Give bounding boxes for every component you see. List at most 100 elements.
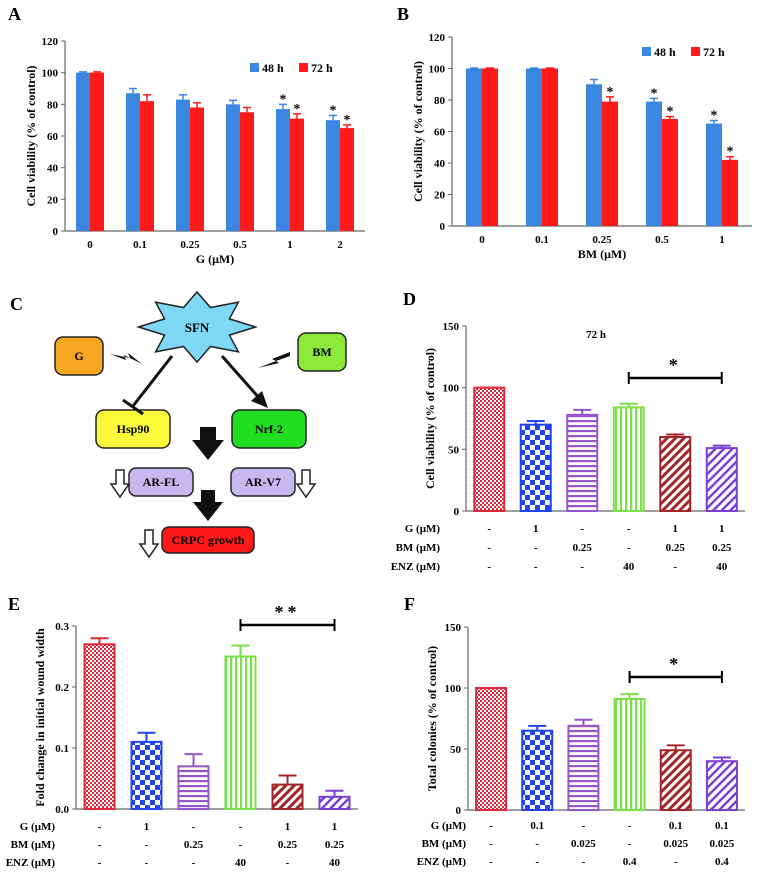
y-tick-label: 120 <box>42 36 59 48</box>
condition-value: - <box>627 542 631 554</box>
y-tick-label: 150 <box>443 321 460 333</box>
x-tick-label: 0.25 <box>592 234 612 246</box>
condition-value: 1 <box>719 523 725 535</box>
condition-value: - <box>192 857 196 869</box>
condition-label: G (μM) <box>431 820 467 832</box>
y-tick-label: 50 <box>450 744 462 756</box>
bar-3 <box>177 765 210 810</box>
x-tick-label: 1 <box>719 234 725 246</box>
bar-72h-0.5 <box>240 112 254 231</box>
condition-label: G (μM) <box>405 523 441 535</box>
y-axis-title: Cell viability (% of control) <box>423 348 437 489</box>
panel-f-chart: F 0 50 100 150 * Total colonies (% of control)… <box>404 594 745 868</box>
y-tick-label: 0 <box>454 506 460 518</box>
condition-value: - <box>628 820 632 832</box>
x-tick-label: 0.1 <box>535 234 549 246</box>
panel-label: B <box>397 4 409 24</box>
nrf2-node-box <box>231 409 307 449</box>
x-tick-label: 0 <box>87 239 93 251</box>
hsp90-node-label: Hsp90 <box>117 422 150 436</box>
hollow-down-arrow-icon <box>138 529 160 559</box>
down-arrow-icon <box>193 490 223 521</box>
bar-48h-1 <box>276 109 290 231</box>
y-tick-label: 40 <box>47 163 59 175</box>
arv7-node-label: AR-V7 <box>245 475 281 489</box>
condition-value: - <box>674 856 678 868</box>
bar-3 <box>567 724 600 812</box>
legend-label: 72 h <box>311 61 333 75</box>
bar-6 <box>318 795 351 810</box>
chart-title: 72 h <box>586 329 606 341</box>
condition-value: - <box>145 857 149 869</box>
bar-2 <box>521 729 554 812</box>
condition-value: - <box>628 838 632 850</box>
condition-value: 0.025 <box>663 838 688 850</box>
down-arrow-icon <box>192 427 224 460</box>
activate-line <box>220 355 263 401</box>
crpc-node-box <box>161 526 255 554</box>
condition-value: - <box>98 839 102 851</box>
y-tick-label: 0.3 <box>55 621 69 633</box>
condition-value: 0.25 <box>666 542 686 554</box>
y-tick-label: 60 <box>434 127 446 139</box>
condition-value: - <box>98 821 102 833</box>
condition-value: 0.1 <box>715 820 729 832</box>
panel-label: C <box>10 294 23 314</box>
condition-value: - <box>98 857 102 869</box>
y-tick-label: 80 <box>434 95 446 107</box>
significance-star: * <box>667 105 674 120</box>
bm-node-label: BM <box>312 345 331 359</box>
y-axis-title: Total colonies (% of control) <box>425 646 439 791</box>
condition-value: - <box>145 839 149 851</box>
condition-value: - <box>535 838 539 850</box>
bar-48h-0.25 <box>176 99 190 231</box>
bar-48h-0.1 <box>526 68 542 226</box>
significance-stars: * <box>669 355 682 375</box>
significance-star: * <box>711 108 718 123</box>
condition-value: - <box>489 838 493 850</box>
bar-48h-0.1 <box>126 93 140 231</box>
x-tick-label: 1 <box>287 239 293 251</box>
bar-6 <box>705 447 738 513</box>
y-axis-title: Fold change in initial wound width <box>33 628 47 807</box>
bar-72h-0 <box>482 68 498 226</box>
bar-72h-0.1 <box>542 68 558 226</box>
condition-label: ENZ (μM) <box>391 561 441 573</box>
condition-value: - <box>534 542 538 554</box>
condition-value: - <box>627 523 631 535</box>
significance-star: * <box>727 145 734 160</box>
legend-swatch <box>299 63 308 72</box>
bar-4 <box>612 406 645 512</box>
significance-stars: * <box>669 654 682 674</box>
bar-5 <box>659 436 692 512</box>
condition-label: ENZ (μM) <box>417 856 467 868</box>
bar-72h-0.1 <box>140 101 154 232</box>
x-tick-label: 0.1 <box>133 239 147 251</box>
y-tick-label: 0.1 <box>55 743 69 755</box>
significance-star: * <box>280 92 287 107</box>
condition-value: 0.1 <box>669 820 683 832</box>
condition-value: - <box>534 561 538 573</box>
bar-48h-2 <box>326 120 340 231</box>
condition-value: 1 <box>673 523 679 535</box>
y-tick-label: 0 <box>440 221 446 233</box>
y-tick-label: 150 <box>445 622 462 634</box>
condition-value: - <box>487 523 491 535</box>
legend-label: 48 h <box>654 45 676 59</box>
condition-value: 40 <box>329 857 341 869</box>
bar-72h-0.5 <box>662 118 678 226</box>
significance-stars: ** <box>275 602 301 622</box>
significance-star: * <box>607 85 614 100</box>
y-tick-label: 100 <box>429 64 446 76</box>
condition-value: - <box>487 561 491 573</box>
condition-value: - <box>192 821 196 833</box>
legend-swatch <box>691 47 700 56</box>
nrf2-node-label: Nrf-2 <box>255 422 283 436</box>
y-tick-label: 60 <box>47 131 59 143</box>
condition-value: 0.025 <box>710 838 735 850</box>
x-tick-label: 0 <box>479 234 485 246</box>
condition-label: BM (μM) <box>422 838 467 850</box>
sfn-label: SFN <box>185 320 210 335</box>
panel-label: E <box>8 594 20 614</box>
condition-value: 0.4 <box>715 856 729 868</box>
